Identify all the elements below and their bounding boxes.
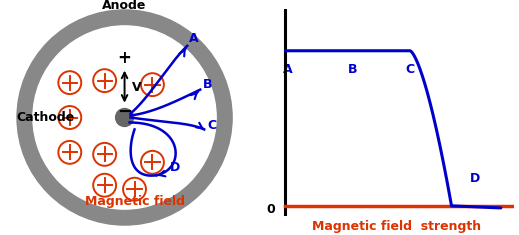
Text: Magnetic field: Magnetic field [85, 195, 185, 208]
Text: D: D [170, 161, 181, 174]
Circle shape [116, 109, 133, 126]
Text: Anode: Anode [102, 0, 147, 12]
Text: −: − [117, 102, 132, 121]
Text: A: A [189, 32, 199, 45]
Text: B: B [348, 63, 358, 76]
Text: B: B [203, 78, 213, 91]
Text: Anode current: Anode current [285, 0, 386, 3]
Text: 0: 0 [266, 204, 275, 216]
Text: C: C [207, 119, 216, 132]
Text: Magnetic field  strength: Magnetic field strength [312, 220, 482, 233]
Text: C: C [405, 63, 415, 76]
Text: A: A [283, 63, 293, 76]
Text: +: + [118, 49, 131, 67]
Circle shape [17, 10, 232, 225]
Text: Cathode: Cathode [17, 111, 75, 124]
Circle shape [33, 26, 216, 209]
Text: D: D [470, 172, 480, 185]
Text: V: V [131, 81, 141, 94]
